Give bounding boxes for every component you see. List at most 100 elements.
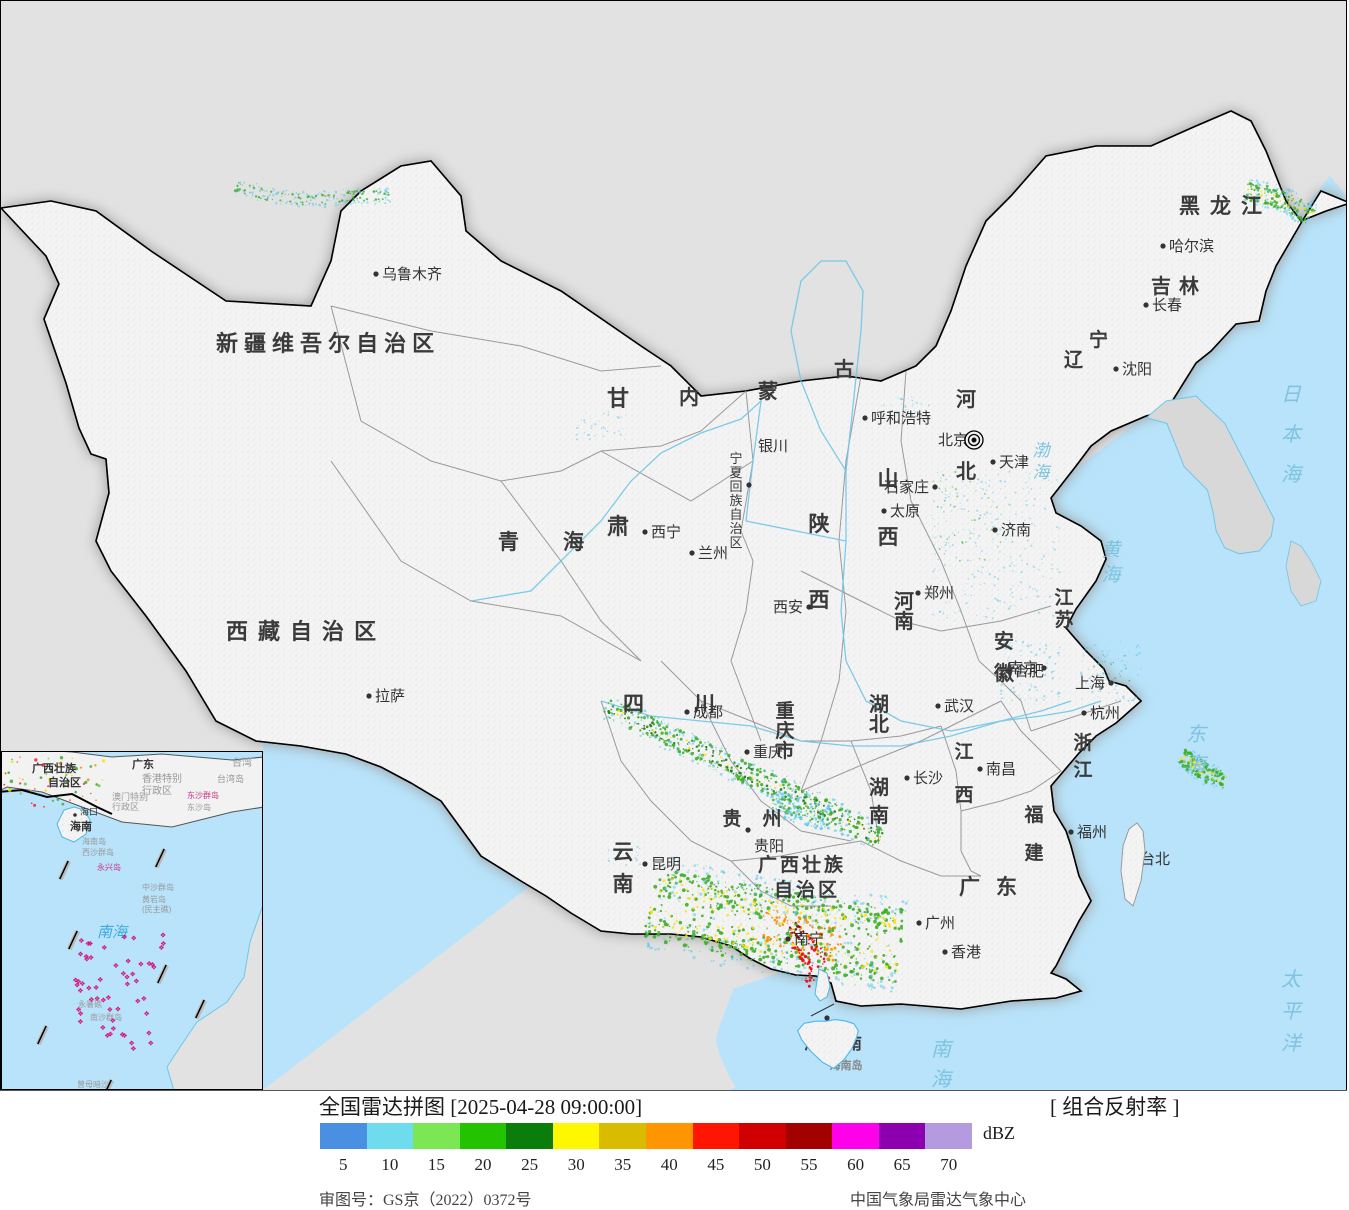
svg-text:东沙岛: 东沙岛 <box>187 802 211 812</box>
svg-text:内: 内 <box>679 385 699 409</box>
svg-text:❖: ❖ <box>135 998 141 1005</box>
svg-text:市: 市 <box>775 739 794 762</box>
svg-text:北: 北 <box>869 713 889 736</box>
svg-text:南: 南 <box>894 610 914 633</box>
svg-text:南: 南 <box>613 872 634 896</box>
svg-text:东: 东 <box>1186 724 1208 746</box>
svg-text:肃: 肃 <box>607 514 629 539</box>
svg-text:自: 自 <box>729 507 742 522</box>
svg-text:海: 海 <box>563 530 584 554</box>
svg-text:黑龙江: 黑龙江 <box>1179 194 1262 218</box>
svg-text:❖: ❖ <box>105 995 111 1002</box>
svg-text:蒙: 蒙 <box>758 380 778 403</box>
svg-text:行政区: 行政区 <box>112 801 139 812</box>
svg-text:❖: ❖ <box>104 1033 110 1040</box>
svg-text:台湾: 台湾 <box>232 756 252 769</box>
svg-text:州: 州 <box>762 808 781 830</box>
svg-text:香港特别: 香港特别 <box>142 773 182 785</box>
svg-text:❖: ❖ <box>93 985 99 992</box>
svg-text:自治区: 自治区 <box>774 878 837 901</box>
svg-text:回: 回 <box>729 479 742 494</box>
svg-text:青: 青 <box>498 531 519 554</box>
svg-text:湖: 湖 <box>869 776 889 799</box>
svg-text:❖: ❖ <box>79 981 85 988</box>
svg-text:北: 北 <box>956 460 976 483</box>
svg-text:区: 区 <box>729 535 742 550</box>
svg-text:广东: 广东 <box>132 757 154 771</box>
svg-text:❖: ❖ <box>148 1040 154 1047</box>
svg-text:宁: 宁 <box>1089 328 1108 351</box>
svg-text:❖: ❖ <box>133 978 139 985</box>
svg-text:❖: ❖ <box>121 935 127 942</box>
svg-text:香港: 香港 <box>951 944 981 961</box>
svg-text:❖: ❖ <box>94 996 100 1003</box>
svg-text:哈尔滨: 哈尔滨 <box>1169 238 1214 255</box>
svg-text:乌鲁木齐: 乌鲁木齐 <box>382 266 442 283</box>
svg-text:❖: ❖ <box>78 938 84 945</box>
svg-text:北京: 北京 <box>938 432 968 449</box>
svg-text:云: 云 <box>613 841 634 864</box>
svg-text:河: 河 <box>956 388 976 411</box>
svg-text:❖: ❖ <box>77 1019 83 1026</box>
svg-text:济南: 济南 <box>1001 522 1031 539</box>
svg-text:东: 东 <box>996 875 1017 899</box>
svg-text:东沙群岛: 东沙群岛 <box>187 790 219 800</box>
svg-text:海: 海 <box>1186 754 1209 776</box>
svg-text:上海: 上海 <box>1075 675 1105 692</box>
svg-text:山: 山 <box>878 468 899 491</box>
svg-text:台湾岛: 台湾岛 <box>217 773 244 784</box>
svg-text:河: 河 <box>894 590 914 613</box>
svg-text:❖: ❖ <box>87 941 93 948</box>
svg-text:兰州: 兰州 <box>698 545 728 562</box>
svg-text:湖: 湖 <box>869 693 889 716</box>
svg-text:海: 海 <box>1281 464 1304 486</box>
svg-text:银川: 银川 <box>758 438 788 455</box>
svg-text:日: 日 <box>1281 384 1302 406</box>
svg-text:徽: 徽 <box>993 661 1015 685</box>
svg-text:❖: ❖ <box>97 977 103 984</box>
svg-text:族: 族 <box>729 493 742 508</box>
svg-text:福州: 福州 <box>1077 824 1107 841</box>
svg-text:天津: 天津 <box>999 454 1029 471</box>
svg-text:❖: ❖ <box>113 963 119 970</box>
svg-text:建: 建 <box>1024 841 1043 864</box>
svg-text:宁: 宁 <box>729 451 742 466</box>
svg-text:郑州: 郑州 <box>924 585 954 602</box>
svg-text:❖: ❖ <box>144 1011 150 1018</box>
svg-text:昆明: 昆明 <box>651 856 681 873</box>
svg-text:合肥: 合肥 <box>1014 663 1044 680</box>
svg-text:四: 四 <box>623 693 644 716</box>
svg-text:贵阳: 贵阳 <box>754 838 784 855</box>
svg-text:西: 西 <box>954 785 973 806</box>
svg-text:长沙: 长沙 <box>913 770 943 787</box>
svg-text:南宁: 南宁 <box>794 931 824 948</box>
svg-text:南昌: 南昌 <box>986 761 1016 778</box>
svg-text:❖: ❖ <box>115 1007 121 1014</box>
svg-text:❖: ❖ <box>78 1011 84 1018</box>
svg-text:江: 江 <box>1054 587 1073 609</box>
svg-text:西宁: 西宁 <box>651 524 681 541</box>
svg-text:❖: ❖ <box>146 961 152 968</box>
svg-text:海口: 海口 <box>80 806 98 817</box>
svg-text:❖: ❖ <box>107 1007 113 1014</box>
svg-text:❖: ❖ <box>146 1031 152 1038</box>
svg-text:本: 本 <box>1281 424 1303 446</box>
svg-text:广西壮族: 广西壮族 <box>32 761 77 775</box>
svg-text:沈阳: 沈阳 <box>1122 361 1152 378</box>
svg-text:陕: 陕 <box>809 513 830 536</box>
svg-text:福: 福 <box>1023 803 1043 826</box>
svg-text:黄: 黄 <box>1101 540 1122 561</box>
svg-text:甘: 甘 <box>607 386 629 411</box>
svg-text:自治区: 自治区 <box>48 775 81 789</box>
svg-text:❖: ❖ <box>121 1033 127 1040</box>
svg-text:❖: ❖ <box>130 1046 136 1053</box>
svg-text:曾母暗沙: 曾母暗沙 <box>77 1079 109 1089</box>
svg-text:杭州: 杭州 <box>1090 705 1120 722</box>
svg-text:呼和浩特: 呼和浩特 <box>871 410 931 427</box>
svg-text:长春: 长春 <box>1152 297 1182 314</box>
svg-text:江: 江 <box>954 741 973 763</box>
svg-text:西沙群岛: 西沙群岛 <box>82 847 114 857</box>
svg-text:辽: 辽 <box>1064 349 1083 371</box>
svg-text:浙: 浙 <box>1073 731 1092 754</box>
svg-text:平: 平 <box>1281 1001 1303 1023</box>
